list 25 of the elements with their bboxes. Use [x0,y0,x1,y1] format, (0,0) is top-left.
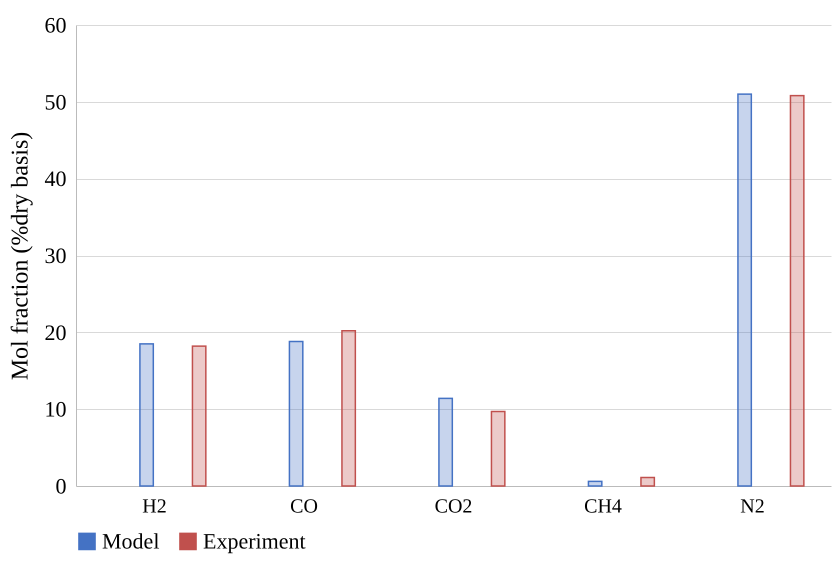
x-tick-label: CH4 [584,496,622,518]
legend-label: Model [102,528,160,554]
bar [640,476,656,487]
x-tick-label: CO2 [434,496,472,518]
x-tick-label: H2 [142,496,167,518]
bar [139,343,154,487]
bar [438,398,454,487]
y-tick-label: 50 [44,89,66,114]
legend-label: Experiment [203,528,306,554]
bar [288,340,304,487]
bar [588,480,603,487]
bar [490,410,506,487]
y-axis-title: Mol fraction (%dry basis) [8,132,34,380]
bar [341,330,356,487]
bar [737,93,752,487]
y-tick-label: 20 [44,320,66,345]
y-tick-label: 0 [56,474,66,498]
bar [192,345,207,487]
y-tick-label: 30 [44,243,66,268]
y-tick-label: 40 [44,166,66,192]
y-tick-label: 60 [44,12,66,38]
y-tick-label: 10 [44,396,66,422]
bar [790,94,805,487]
x-tick-label: CO [290,496,318,518]
x-tick-label: N2 [740,496,765,518]
